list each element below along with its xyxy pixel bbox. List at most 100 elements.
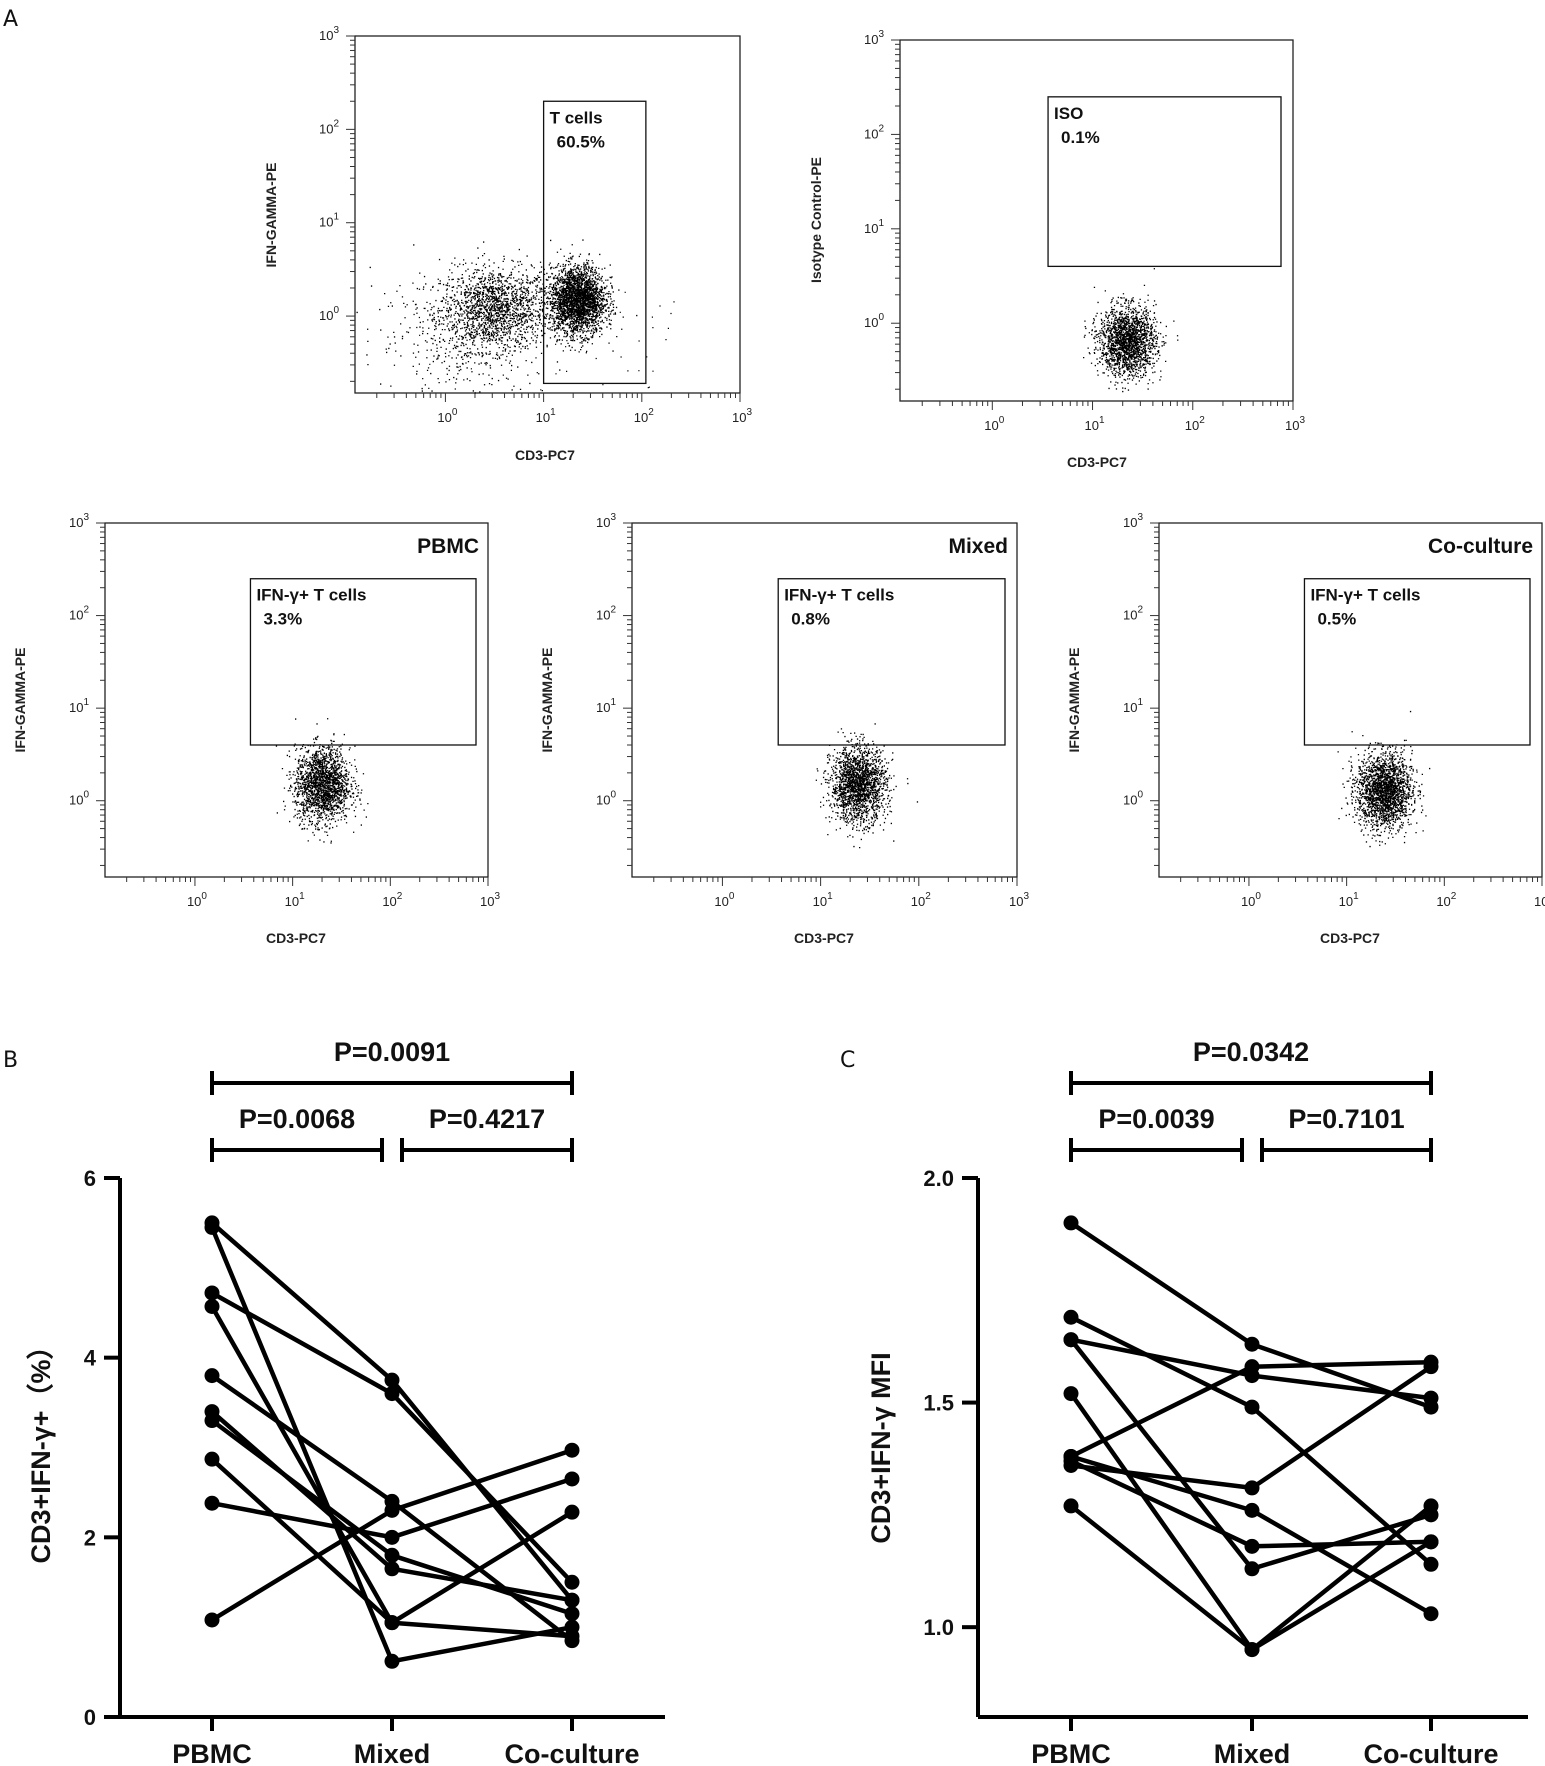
x-tick-exponent: 0 [1255,891,1261,902]
data-point [384,1547,400,1563]
x-tick-base: 10 [187,894,201,909]
y-tick-exponent: 1 [333,212,339,223]
x-tick-exponent: 1 [1353,891,1359,902]
p-value-label: P=0.0342 [1193,1037,1309,1067]
y-tick-base: 10 [596,793,610,808]
x-tick-label: 101 [813,891,833,909]
x-axis-label: CD3-PC7 [515,447,575,463]
data-point [1063,1386,1079,1402]
line-percent-plot: 0 2 4 6 PBMC Mixed Co-culture CD3+IFN-γ+（%） P=0.… [26,1037,665,1766]
y-tick-exponent: 2 [333,118,339,129]
y-tick-base: 10 [864,32,878,47]
y-tick-label: 2.0 [923,1166,954,1191]
x-tick-exponent: 0 [452,407,458,418]
panel-letter-b: B [3,1048,18,1073]
data-point [564,1606,580,1622]
x-tick-label: 102 [1185,415,1205,433]
data-point [1244,1502,1260,1518]
y-tick-marks [346,35,355,382]
y-tick-marks [891,39,900,390]
x-tick-label: 101 [285,891,305,909]
plot-frame [354,35,741,394]
data-point [204,1298,220,1314]
y-tick-label: 1.0 [923,1615,954,1640]
y-tick-base: 10 [1123,608,1137,623]
data-point [564,1504,580,1520]
x-tick-base: 10 [1534,894,1545,909]
sample-label: Co-culture [1428,535,1533,558]
data-point [1244,1561,1260,1577]
x-tick-exponent: 1 [827,891,833,902]
x-tick-exponent: 3 [1023,891,1029,902]
data-point [204,1219,220,1235]
x-tick-base: 10 [480,894,494,909]
x-tick-label: 103 [732,407,752,425]
y-tick-base: 10 [319,28,333,43]
data-point [1063,1215,1079,1231]
data-point [204,1451,220,1467]
x-tick-marks [126,877,489,886]
panel-letter-a: A [3,7,18,32]
y-tick-label: 102 [1123,605,1143,623]
event-dot-cloud [1083,268,1179,393]
y-tick-marks [623,522,632,866]
x-tick-exponent: 2 [1451,891,1457,902]
x-tick-label: 102 [911,891,931,909]
data-point [1244,1336,1260,1352]
x-tick-base: 10 [1285,418,1299,433]
y-tick-label: 102 [319,118,339,136]
x-tick-base: 10 [911,894,925,909]
x-tick-label: 101 [1085,415,1105,433]
gate-box [1047,96,1282,268]
data-point [1423,1498,1439,1514]
x-tick-base: 10 [1185,418,1199,433]
flow-pbmc-plot: 100 101 102 103100101102103CD3-PC7IFN-GAMMA… [12,512,500,946]
y-tick-exponent: 0 [1137,790,1143,801]
x-tick-base: 10 [536,410,550,425]
flow-tcells-plot: 100 101 102 103100101102103CD3-PC7IFN-GAMMA… [263,25,752,463]
y-tick-label: 103 [69,512,89,530]
y-tick-base: 10 [864,221,878,236]
x-tick-exponent: 2 [648,407,654,418]
y-tick-label: 102 [864,123,884,141]
x-tick-label: 103 [480,891,500,909]
y-tick-base: 10 [69,793,83,808]
x-axis-label: CD3-PC7 [794,930,854,946]
series-line [1070,1454,1433,1616]
x-tick-base: 10 [437,410,451,425]
x-tick-base: 10 [634,410,648,425]
data-point [384,1615,400,1631]
y-axis-label: CD3+IFN-γ MFI [866,1352,896,1543]
x-tick-label: 102 [634,407,654,425]
data-point [1063,1457,1079,1473]
data-point [1063,1309,1079,1325]
plot-frame [899,39,1294,402]
y-tick-base: 10 [69,700,83,715]
x-axis-label: CD3-PC7 [1067,454,1127,470]
y-axis-label: CD3+IFN-γ+（%） [26,1332,56,1563]
y-tick-label: 4 [84,1346,97,1371]
y-tick-label: 6 [84,1166,96,1191]
data-point [564,1442,580,1458]
x-tick-exponent: 2 [1199,415,1205,426]
x-tick-exponent: 0 [729,891,735,902]
plot-frame [631,522,1018,878]
sample-label: Mixed [948,535,1008,558]
event-dots [275,718,369,844]
x-tick-exponent: 3 [494,891,500,902]
x-tick-exponent: 3 [1299,415,1305,426]
plot-frame [1158,522,1543,878]
x-tick-base: 10 [1085,418,1099,433]
p-value-label: P=0.0068 [239,1104,355,1134]
y-tick-label: 100 [69,790,89,808]
p-value-label: P=0.0039 [1098,1104,1214,1134]
y-tick-label: 101 [596,697,616,715]
x-tick-exponent: 2 [925,891,931,902]
data-point [204,1495,220,1511]
x-tick-label: Co-culture [505,1739,640,1766]
x-tick-marks [1180,877,1543,886]
x-axis-label: CD3-PC7 [1320,930,1380,946]
series-line [1069,1504,1433,1652]
event-dot-cloud [275,718,369,844]
